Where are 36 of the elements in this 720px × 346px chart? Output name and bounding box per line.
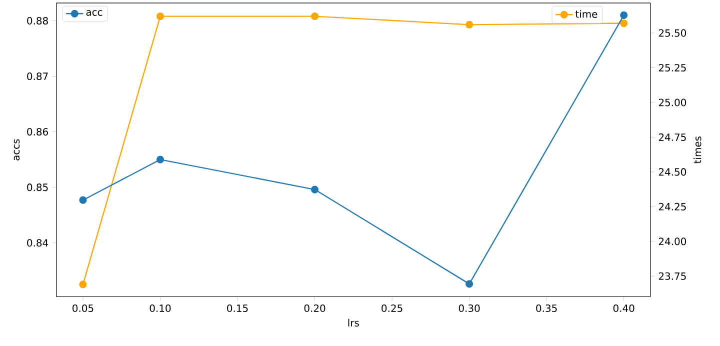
point	[156, 12, 164, 20]
point	[466, 280, 474, 288]
point	[156, 156, 164, 164]
y-axis-title: accs	[14, 139, 20, 160]
y2-tick-label: 25.50	[658, 29, 686, 37]
point	[310, 12, 319, 20]
x-tick-label: 0.10	[150, 304, 171, 312]
x-tick-label: 0.15	[227, 304, 248, 312]
legend-label: acc	[86, 10, 102, 16]
y2-tick-label: 23.75	[658, 272, 686, 280]
x-tick-label: 0.40	[613, 304, 634, 312]
y2-tick-label: 25.25	[658, 64, 686, 72]
y2-tick-label: 24.00	[658, 238, 686, 246]
y-tick-label: 0.87	[27, 72, 48, 80]
y-tick-label: 0.88	[27, 16, 48, 25]
y-tick-label: 0.86	[27, 128, 48, 136]
y-tick-label: 0.85	[27, 184, 48, 192]
y2-tick-label: 24.25	[658, 202, 686, 210]
point	[79, 280, 87, 288]
point	[79, 196, 87, 204]
x-tick-label: 0.35	[536, 304, 557, 312]
y2-tick-label: 24.50	[658, 168, 686, 176]
point	[466, 20, 474, 28]
legend-label: time	[575, 10, 598, 18]
point	[620, 11, 628, 19]
y2-axis-title: times	[694, 136, 702, 164]
y2-tick-label: 24.75	[658, 133, 686, 141]
y2-tick-label: 25.00	[658, 98, 686, 106]
point	[620, 19, 628, 28]
x-tick-label: 0.30	[458, 304, 480, 312]
x-tick-label: 0.05	[72, 304, 94, 312]
point	[310, 186, 319, 194]
x-axis-title: lrs	[348, 318, 359, 327]
x-tick-label: 0.20	[304, 304, 326, 312]
y-tick-label: 0.84	[27, 239, 48, 247]
x-tick-label: 0.25	[382, 304, 402, 312]
